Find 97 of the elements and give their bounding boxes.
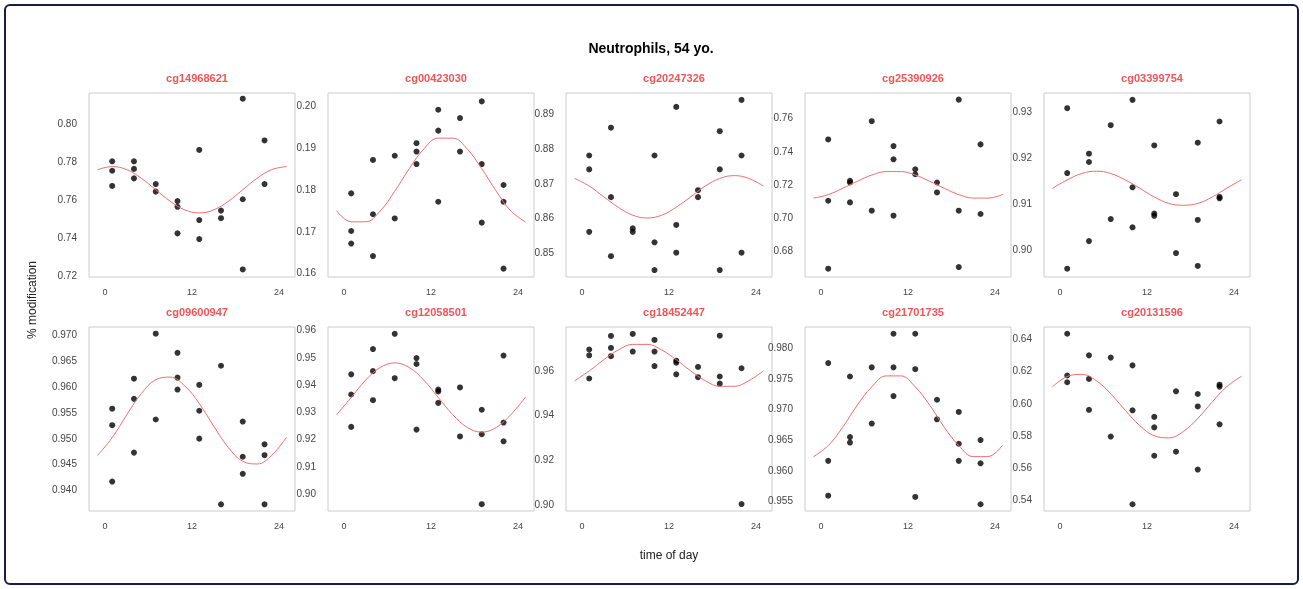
x-tick-label: 0 <box>818 520 824 531</box>
y-tick-label: 0.68 <box>773 244 794 256</box>
y-tick-label: 0.16 <box>296 267 317 279</box>
y-tick-label: 0.74 <box>773 145 794 157</box>
y-tick-label: 0.960 <box>51 380 78 392</box>
x-tick-label: 0 <box>341 520 347 531</box>
x-tick-label: 24 <box>274 520 285 531</box>
y-tick-label: 0.93 <box>296 406 317 418</box>
y-tick-label: 0.58 <box>1012 429 1033 441</box>
y-tick-label: 0.91 <box>1012 197 1033 209</box>
y-tick-label: 0.92 <box>296 433 317 445</box>
y-tick-label: 0.960 <box>768 464 794 476</box>
x-tick-label: 24 <box>1228 286 1239 297</box>
y-tick-label: 0.970 <box>51 329 78 341</box>
x-tick-label: 12 <box>903 520 914 531</box>
x-tick-label: 0 <box>579 520 585 531</box>
x-tick-label: 0 <box>1057 286 1063 297</box>
chart-title: cg18452447 <box>643 305 706 318</box>
y-tick-label: 0.91 <box>296 460 317 472</box>
y-tick-label: 0.19 <box>296 141 317 153</box>
y-tick-label: 0.96 <box>534 364 555 376</box>
x-tick-label: 12 <box>1141 286 1152 297</box>
y-tick-label: 0.945 <box>51 458 78 470</box>
chart-title: cg12058501 <box>404 305 467 318</box>
x-tick-label: 24 <box>512 520 523 531</box>
y-tick-label: 0.17 <box>296 225 317 237</box>
text: Neutrophils, 54 yo. <box>588 40 714 56</box>
x-tick-label: 12 <box>186 520 198 531</box>
chart-title: cg14968621 <box>166 71 228 84</box>
y-tick-label: 0.965 <box>51 355 78 367</box>
y-tick-label: 0.62 <box>1012 365 1033 377</box>
chart-title: cg03399754 <box>1120 71 1184 84</box>
y-tick-label: 0.94 <box>534 409 555 421</box>
x-tick-label: 12 <box>186 286 198 297</box>
y-tick-label: 0.92 <box>534 453 555 465</box>
chart-title: cg20247326 <box>643 71 706 84</box>
y-tick-label: 0.89 <box>534 108 555 120</box>
x-tick-label: 24 <box>751 286 762 297</box>
y-tick-label: 0.18 <box>296 183 317 195</box>
x-tick-label: 24 <box>751 520 762 531</box>
y-tick-label: 0.54 <box>1012 494 1033 506</box>
y-tick-label: 0.92 <box>1012 151 1033 163</box>
y-tick-label: 0.950 <box>51 432 78 444</box>
x-tick-label: 0 <box>341 286 347 297</box>
x-tick-label: 24 <box>990 286 1001 297</box>
x-tick-label: 12 <box>664 520 675 531</box>
x-tick-label: 24 <box>1228 520 1239 531</box>
y-tick-label: 0.90 <box>296 487 317 499</box>
x-tick-label: 0 <box>579 286 585 297</box>
y-tick-label: 0.78 <box>57 155 78 167</box>
y-tick-label: 0.60 <box>1012 397 1033 409</box>
y-tick-label: 0.88 <box>534 143 555 155</box>
y-tick-label: 0.980 <box>768 342 794 354</box>
x-axis-title: time of day <box>640 548 699 562</box>
y-tick-label: 0.965 <box>768 433 794 445</box>
y-tick-label: 0.87 <box>534 177 555 189</box>
x-tick-label: 12 <box>664 286 675 297</box>
x-tick-label: 0 <box>102 286 108 297</box>
x-tick-label: 0 <box>818 286 824 297</box>
y-tick-label: 0.86 <box>534 212 555 224</box>
y-tick-label: 0.95 <box>296 351 317 363</box>
y-tick-label: 0.975 <box>768 372 794 384</box>
x-tick-label: 0 <box>1057 520 1063 531</box>
chart-title: cg21701735 <box>882 305 944 318</box>
y-tick-label: 0.970 <box>768 403 794 415</box>
y-tick-label: 0.64 <box>1012 333 1033 345</box>
y-tick-label: 0.90 <box>1012 243 1033 255</box>
chart-title: cg20131596 <box>1120 305 1183 318</box>
y-tick-label: 0.96 <box>296 324 317 336</box>
y-tick-label: 0.90 <box>534 498 555 510</box>
y-tick-label: 0.70 <box>773 211 794 223</box>
x-tick-label: 12 <box>425 520 436 531</box>
y-tick-label: 0.955 <box>768 495 794 507</box>
x-tick-label: 12 <box>903 286 914 297</box>
x-tick-label: 24 <box>512 286 523 297</box>
chart-title: cg09600947 <box>166 305 228 318</box>
x-tick-label: 12 <box>425 286 436 297</box>
chart-title: cg00423030 <box>404 71 467 84</box>
x-tick-label: 24 <box>274 286 285 297</box>
y-tick-label: 0.76 <box>57 193 78 205</box>
y-tick-label: 0.955 <box>51 406 78 418</box>
chart-title: cg25390926 <box>882 71 944 84</box>
y-tick-label: 0.74 <box>57 231 78 243</box>
x-tick-label: 0 <box>102 520 108 531</box>
y-tick-label: 0.94 <box>296 378 317 390</box>
y-tick-label: 0.940 <box>51 484 78 496</box>
y-tick-label: 0.20 <box>296 100 317 112</box>
y-tick-label: 0.76 <box>773 112 794 124</box>
y-tick-label: 0.85 <box>534 247 555 259</box>
y-tick-label: 0.56 <box>1012 462 1033 474</box>
y-axis-title: % modification <box>25 260 39 340</box>
y-tick-label: 0.72 <box>773 178 794 190</box>
y-tick-label: 0.93 <box>1012 105 1033 117</box>
x-tick-label: 24 <box>990 520 1001 531</box>
x-tick-label: 12 <box>1141 520 1152 531</box>
y-tick-label: 0.72 <box>57 269 78 281</box>
y-tick-label: 0.80 <box>57 117 78 129</box>
